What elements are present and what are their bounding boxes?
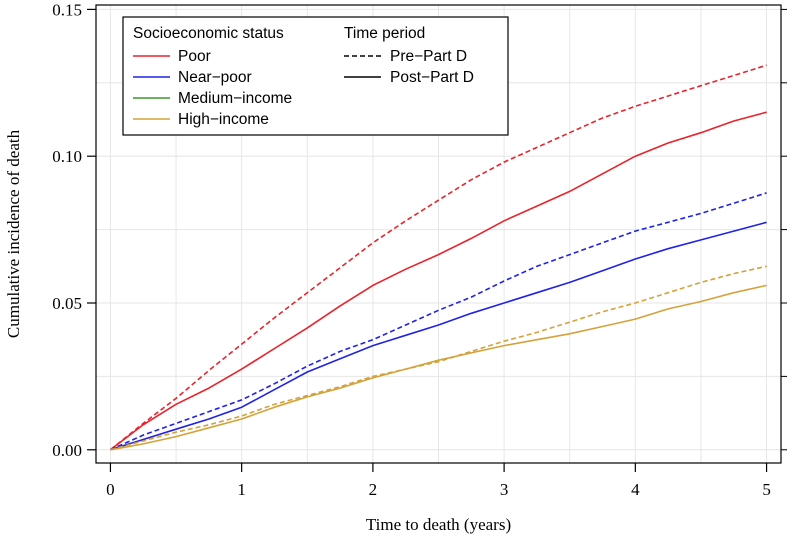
x-tick-label: 1 — [237, 480, 246, 499]
series-line-poor-post-part-d — [109, 111, 767, 451]
legend-title-socioeconomic-status: Socioeconomic status — [133, 25, 284, 42]
x-tick-label: 2 — [369, 480, 378, 499]
plot-frame — [95, 4, 782, 464]
legend-status-entries: Poor Near−poor Medium−income High−income — [133, 48, 292, 128]
series-line-high-income-pre-part-d — [110, 265, 767, 451]
y-axis-title: Cumulative incidence of death — [4, 129, 23, 338]
legend-label: Pre−Part D — [390, 48, 467, 65]
x-tick-label: 3 — [500, 480, 509, 499]
x-tick-label: 4 — [631, 480, 640, 499]
legend: Socioeconomic status Time period Poor Nea… — [122, 16, 509, 136]
legend-label: Medium−income — [178, 90, 292, 107]
y-tick-label: 0.15 — [52, 0, 82, 19]
x-axis: 0 1 2 3 4 5 — [106, 463, 771, 499]
y-axis: 0.00 0.05 0.10 0.15 — [52, 0, 787, 460]
y-tick-label: 0.05 — [52, 294, 82, 313]
legend-title-time-period: Time period — [344, 25, 425, 42]
legend-label: Post−Part D — [390, 69, 474, 86]
legend-label: Poor — [178, 48, 211, 65]
series-line-high-income-post-part-d — [110, 284, 767, 451]
y-tick-label: 0.00 — [52, 441, 82, 460]
y-tick-label: 0.10 — [52, 147, 82, 166]
x-axis-title: Time to death (years) — [366, 515, 511, 534]
series-line-poor-pre-part-d — [109, 64, 767, 451]
series-lines — [109, 64, 767, 451]
x-tick-label: 0 — [106, 480, 115, 499]
legend-box — [122, 16, 509, 136]
series-line-near-poor-post-part-d — [110, 221, 767, 451]
legend-label: High−income — [178, 111, 269, 128]
legend-label: Near−poor — [178, 69, 252, 86]
x-tick-label: 5 — [762, 480, 771, 499]
legend-period-entries: Pre−Part D Post−Part D — [344, 48, 474, 86]
